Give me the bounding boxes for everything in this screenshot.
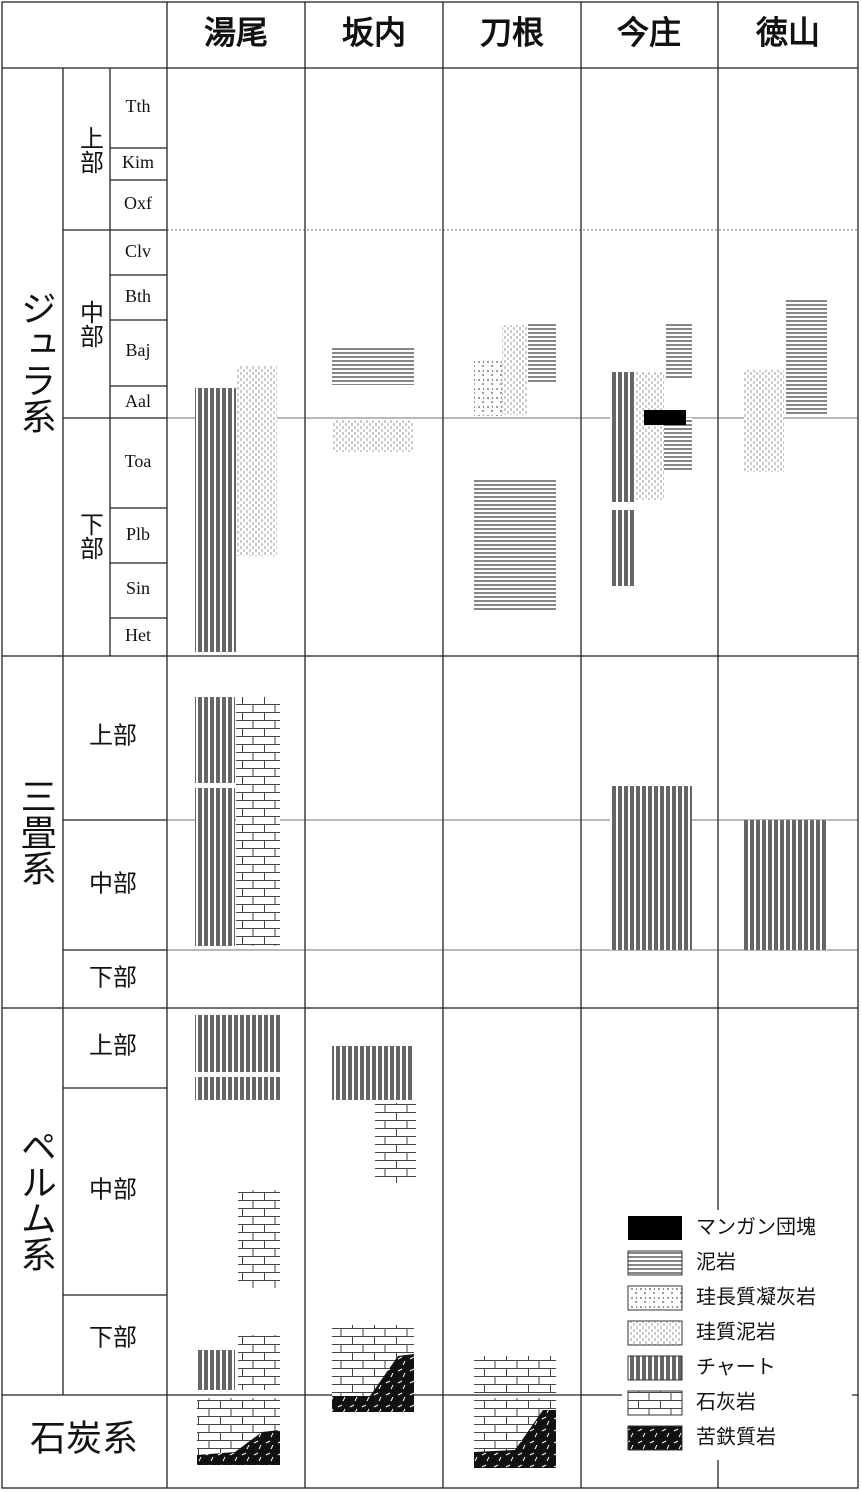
system: 石炭系 [30, 1418, 138, 1458]
legend [622, 1210, 852, 1460]
series: 上部 [89, 723, 137, 750]
series: 上部 [75, 126, 102, 174]
legend-label: マンガン団塊 [696, 1216, 816, 1239]
stage: Aal [125, 391, 151, 411]
series: 下部 [89, 965, 137, 992]
series: 中部 [89, 1177, 137, 1204]
stage: Clv [125, 241, 151, 261]
locality: 湯尾 [204, 14, 268, 50]
lithology [195, 300, 827, 1468]
legend-label: 泥岩 [696, 1251, 736, 1274]
stage: Baj [126, 340, 151, 360]
locality: 徳山 [755, 14, 820, 50]
locality: 今庄 [617, 14, 681, 50]
stage: Het [125, 625, 151, 645]
series: 中部 [89, 871, 137, 898]
stage: Oxf [124, 193, 152, 213]
stage: Kim [122, 152, 154, 172]
system: 三畳系 [16, 778, 56, 886]
stage: Plb [126, 524, 150, 544]
locality: 坂内 [342, 14, 406, 50]
system: ペルム系 [16, 1128, 56, 1272]
series: 中部 [75, 300, 102, 348]
legend-label: 珪質泥岩 [696, 1321, 776, 1344]
series: 上部 [89, 1033, 137, 1060]
stage: Bth [125, 286, 151, 306]
legend-label: 苦鉄質岩 [696, 1426, 776, 1449]
locality: 刀根 [480, 14, 544, 50]
stage: Toa [125, 451, 152, 471]
stage: Tth [126, 96, 151, 116]
legend-label: 石灰岩 [696, 1391, 756, 1414]
system: ジュラ系 [16, 290, 56, 434]
legend-label: チャート [696, 1357, 776, 1379]
series: 下部 [75, 512, 102, 560]
legend-label: 珪長質凝灰岩 [696, 1286, 816, 1309]
stage: Sin [126, 578, 150, 598]
series: 下部 [89, 1325, 137, 1352]
